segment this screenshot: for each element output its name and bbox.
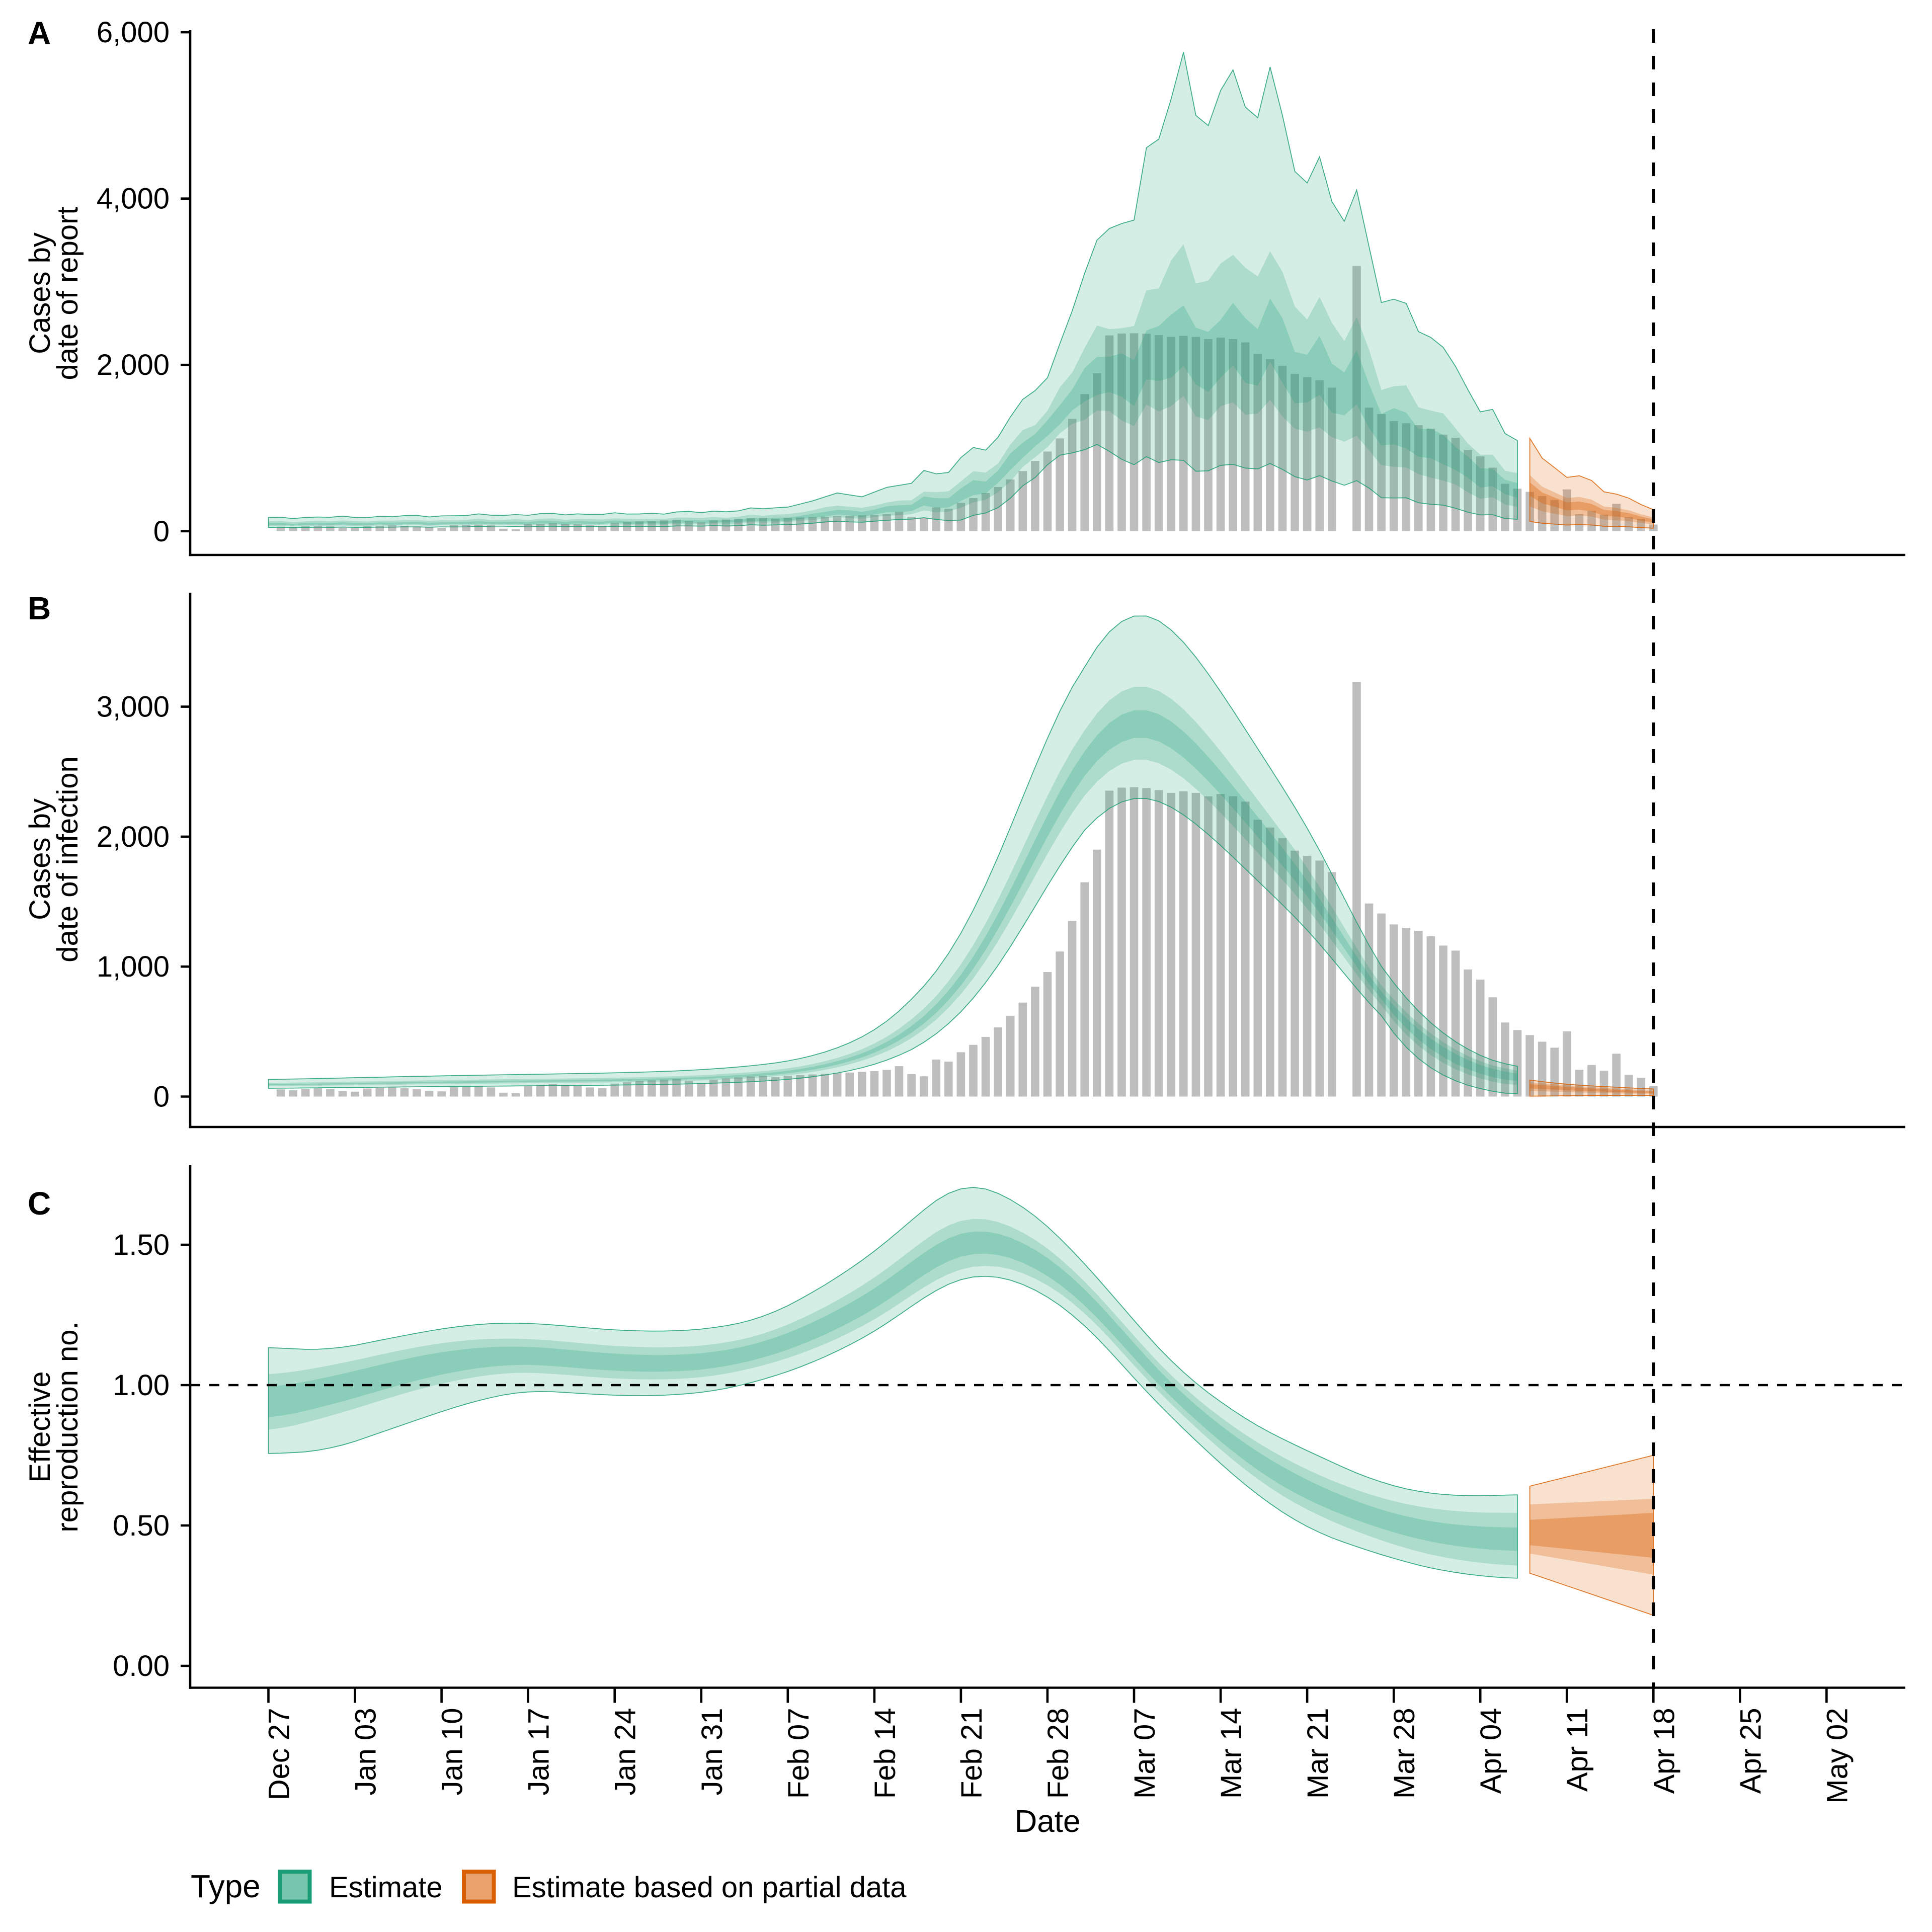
- svg-text:0.50: 0.50: [113, 1509, 170, 1542]
- svg-text:Jan 17: Jan 17: [523, 1708, 555, 1796]
- svg-text:Apr 25: Apr 25: [1734, 1708, 1767, 1794]
- svg-text:Jan 10: Jan 10: [436, 1708, 469, 1796]
- svg-text:Feb 14: Feb 14: [869, 1708, 902, 1799]
- svg-text:Cases by: Cases by: [24, 798, 56, 920]
- svg-text:Apr 18: Apr 18: [1648, 1708, 1680, 1794]
- svg-text:Mar 07: Mar 07: [1129, 1708, 1161, 1799]
- svg-text:Apr 11: Apr 11: [1561, 1708, 1594, 1792]
- svg-text:Feb 28: Feb 28: [1042, 1708, 1075, 1799]
- svg-text:Effective: Effective: [24, 1371, 56, 1482]
- svg-text:Jan 03: Jan 03: [350, 1708, 382, 1796]
- svg-text:Cases by: Cases by: [24, 232, 56, 354]
- svg-text:May 02: May 02: [1821, 1708, 1854, 1804]
- svg-text:1.50: 1.50: [113, 1229, 170, 1261]
- svg-text:Date: Date: [1015, 1804, 1081, 1839]
- svg-text:1.00: 1.00: [113, 1369, 170, 1402]
- svg-text:0.00: 0.00: [113, 1650, 170, 1682]
- svg-text:C: C: [28, 1185, 51, 1222]
- svg-text:Mar 14: Mar 14: [1215, 1708, 1248, 1799]
- svg-text:B: B: [28, 590, 51, 626]
- svg-text:Feb 21: Feb 21: [955, 1708, 988, 1799]
- svg-text:4,000: 4,000: [97, 183, 170, 215]
- svg-text:Estimate: Estimate: [329, 1871, 443, 1904]
- svg-text:Estimate based on partial data: Estimate based on partial data: [512, 1871, 907, 1904]
- svg-text:reproduction no.: reproduction no.: [51, 1321, 84, 1532]
- svg-text:0: 0: [153, 515, 170, 548]
- svg-text:1,000: 1,000: [97, 950, 170, 983]
- svg-text:Feb 07: Feb 07: [782, 1708, 815, 1799]
- svg-text:3,000: 3,000: [97, 691, 170, 723]
- svg-text:0: 0: [153, 1081, 170, 1113]
- svg-text:Jan 31: Jan 31: [696, 1708, 729, 1796]
- svg-text:2,000: 2,000: [97, 349, 170, 381]
- svg-text:Mar 21: Mar 21: [1302, 1708, 1334, 1799]
- svg-text:2,000: 2,000: [97, 821, 170, 853]
- svg-text:Jan 24: Jan 24: [609, 1708, 642, 1796]
- svg-text:date of infection: date of infection: [51, 756, 84, 962]
- svg-text:Dec 27: Dec 27: [263, 1708, 296, 1801]
- svg-text:date of report: date of report: [51, 207, 84, 380]
- svg-text:Type: Type: [191, 1868, 261, 1904]
- svg-text:6,000: 6,000: [97, 16, 170, 49]
- svg-text:Mar 28: Mar 28: [1388, 1708, 1421, 1799]
- svg-text:Apr 04: Apr 04: [1475, 1708, 1507, 1794]
- svg-text:A: A: [28, 15, 51, 51]
